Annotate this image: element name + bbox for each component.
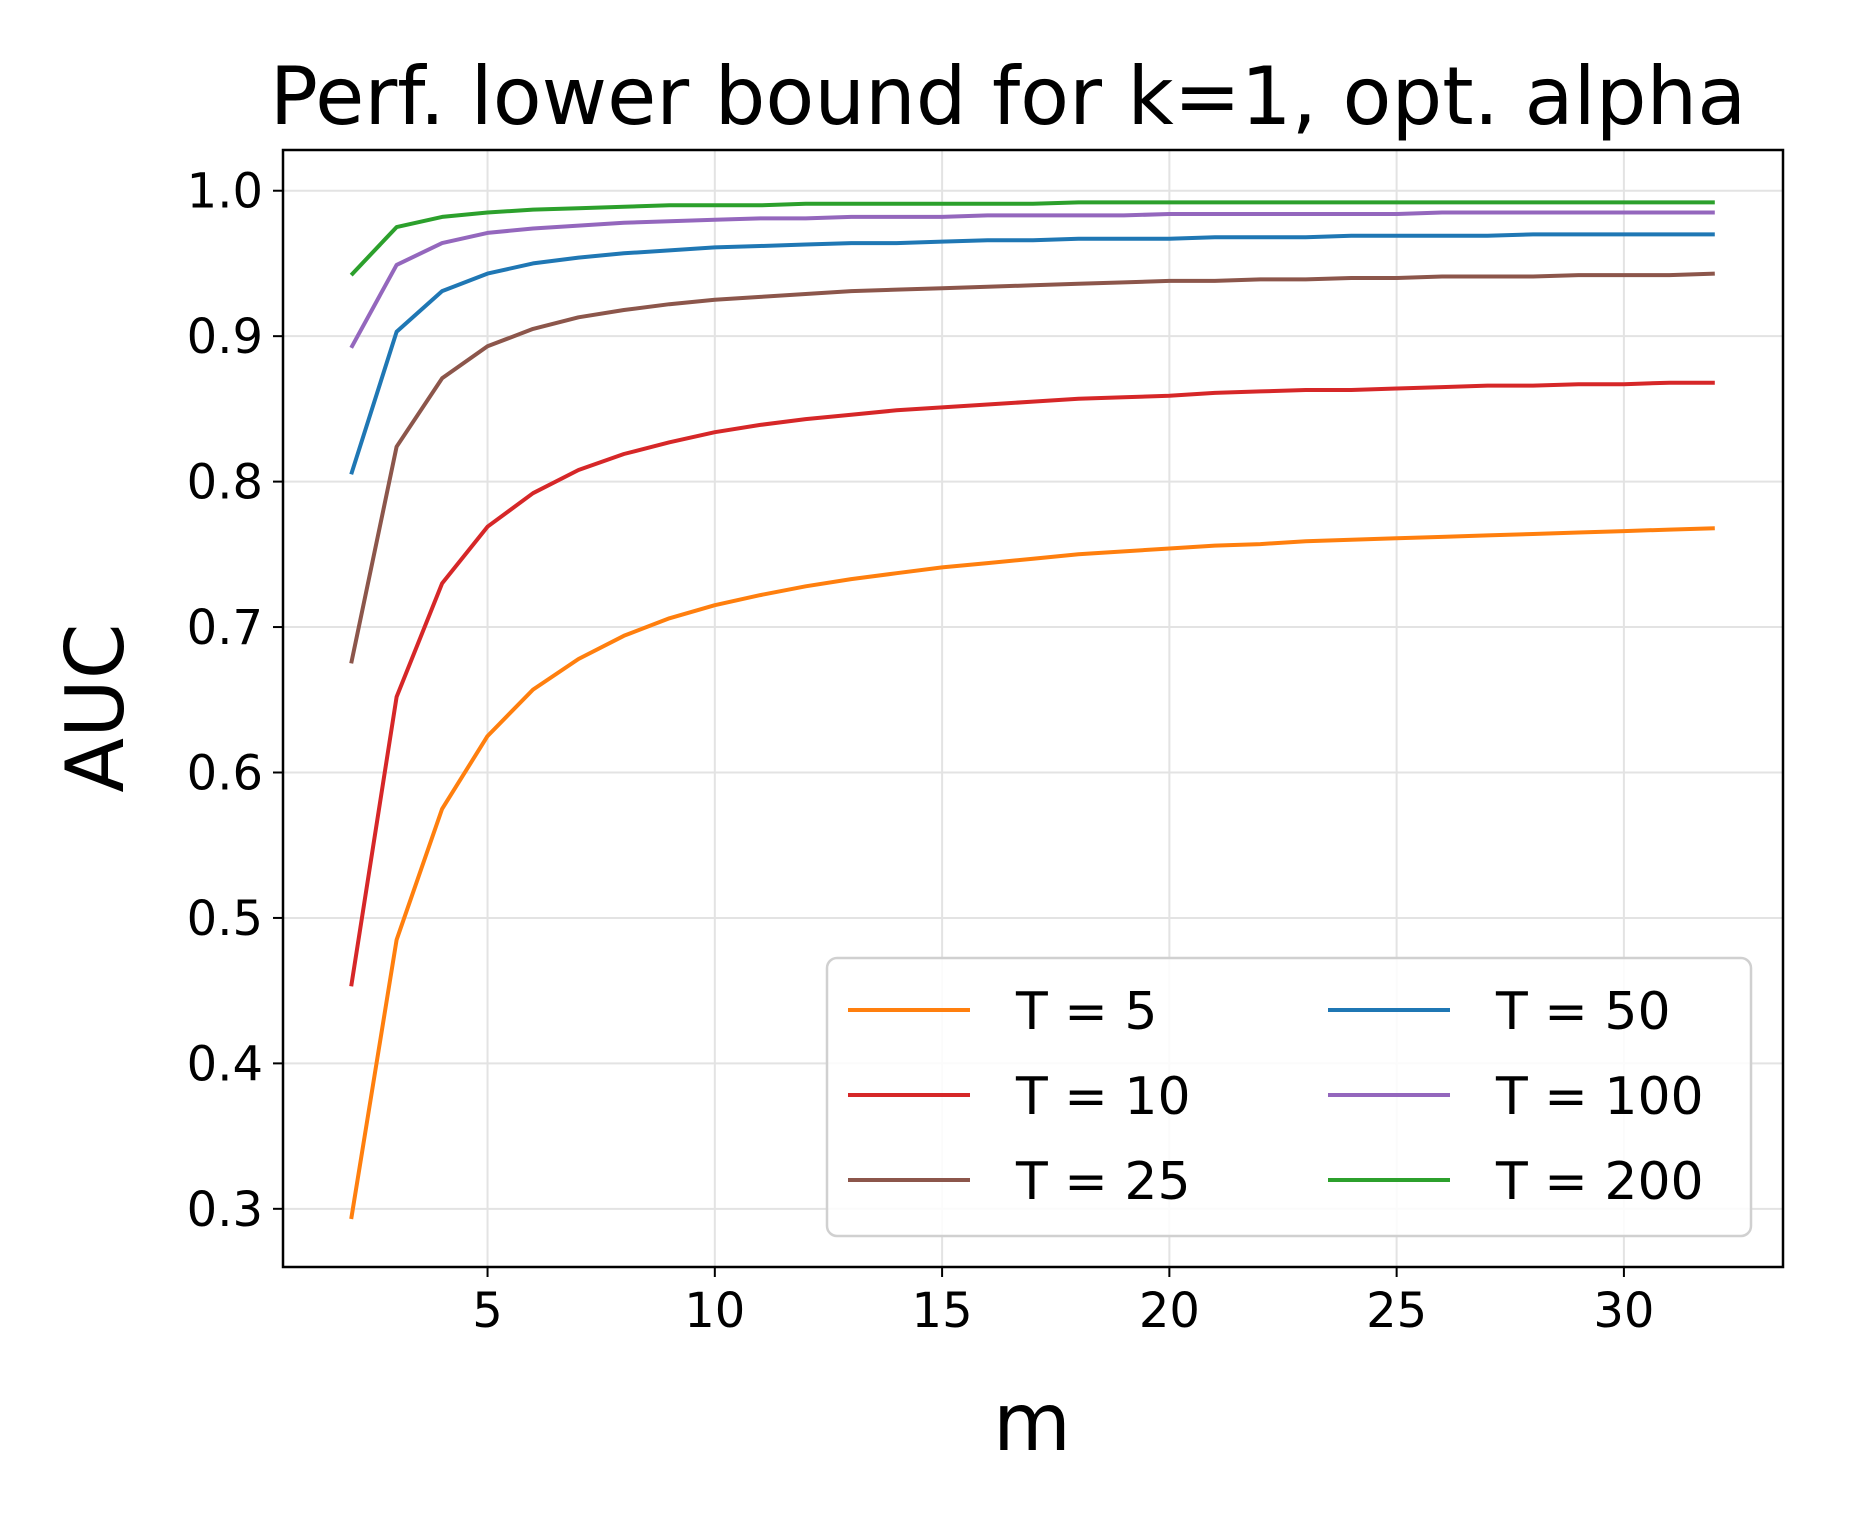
x-tick-label: 30 [1593, 1283, 1654, 1339]
series-line-t50 [349, 232, 1715, 475]
x-tick-label: 15 [912, 1283, 973, 1339]
x-tick-label: 10 [684, 1283, 745, 1339]
legend-label: T = 5 [1015, 982, 1157, 1042]
series-line-t25 [349, 271, 1715, 664]
legend-label: T = 25 [1015, 1152, 1191, 1212]
plot-frame [281, 148, 1785, 1269]
y-tick-label: 0.3 [187, 1182, 263, 1238]
y-tick-label: 0.9 [187, 309, 263, 365]
grid [283, 150, 1783, 1267]
series-line-t10 [349, 380, 1715, 987]
series-line-t200 [349, 200, 1715, 277]
legend-label: T = 200 [1495, 1152, 1704, 1212]
series-line-t5 [349, 526, 1715, 1220]
x-tick-label: 25 [1366, 1283, 1427, 1339]
y-tick-label: 1.0 [187, 164, 263, 220]
x-axis-label: m [993, 1376, 1071, 1469]
series-line-t100 [349, 210, 1715, 349]
legend-label: T = 100 [1495, 1067, 1704, 1127]
legend-label: T = 10 [1015, 1067, 1191, 1127]
legend-box [825, 956, 1753, 1238]
y-axis-label: AUC [49, 623, 142, 792]
y-tick-label: 0.6 [187, 745, 263, 801]
y-tick-label: 0.8 [187, 455, 263, 511]
legend-label: T = 50 [1495, 982, 1671, 1042]
x-tick-label: 20 [1139, 1283, 1200, 1339]
series-layer [349, 200, 1715, 1220]
legend: T = 5 T = 10 T = 25 T = 50 T = 100 T = 200 [825, 956, 1753, 1238]
ticks: 5 10 15 20 25 30 0.3 0.4 0.5 0.6 0.7 0.8 0.9 1.0 [187, 164, 1655, 1339]
y-tick-label: 0.5 [187, 891, 263, 947]
chart-title: Perf. lower bound for k=1, opt. alpha [270, 50, 1746, 143]
y-tick-label: 0.7 [187, 600, 263, 656]
y-tick-label: 0.4 [187, 1036, 263, 1092]
x-tick-label: 5 [472, 1283, 503, 1339]
